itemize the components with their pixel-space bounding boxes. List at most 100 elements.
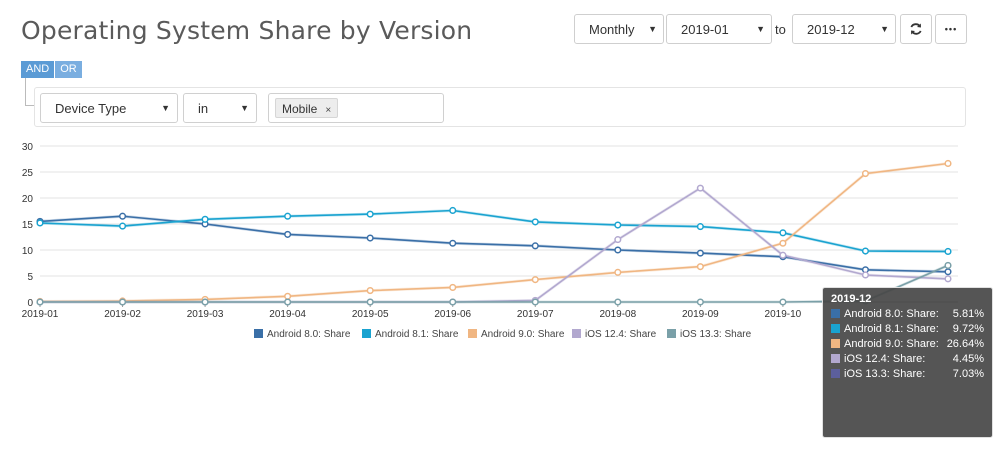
- data-point[interactable]: [118, 212, 127, 220]
- data-point[interactable]: [284, 212, 292, 220]
- data-point[interactable]: [779, 298, 787, 306]
- filter-field-select[interactable]: Device Type ▼: [40, 93, 178, 123]
- filter-field-value: Device Type: [55, 100, 127, 116]
- data-point[interactable]: [614, 221, 622, 229]
- data-point[interactable]: [366, 298, 374, 306]
- filter-value-tag-label: Mobile: [282, 102, 318, 116]
- series-points: [36, 159, 952, 306]
- series-line[interactable]: [40, 264, 949, 303]
- y-axis: 0 5 10 15 20 25 30: [22, 142, 34, 309]
- tooltip-row: Android 8.0: Share: 5.81%: [831, 308, 984, 321]
- data-point[interactable]: [944, 261, 952, 269]
- x-tick-label: 2019-07: [517, 309, 554, 320]
- data-point[interactable]: [779, 229, 787, 237]
- chart-legend: Android 8.0: Share Android 8.1: Share Andr…: [254, 329, 752, 340]
- legend-entry[interactable]: Android 8.0: Share: [267, 329, 351, 340]
- legend-entry[interactable]: iOS 13.3: Share: [680, 329, 752, 340]
- filter-operator-value: in: [198, 100, 209, 116]
- y-tick-label: 10: [22, 246, 34, 257]
- data-point[interactable]: [696, 298, 704, 306]
- tooltip-row: iOS 12.4: Share: 4.45%: [831, 353, 984, 366]
- data-point[interactable]: [779, 251, 787, 259]
- legend-entry[interactable]: Android 9.0: Share: [481, 329, 565, 340]
- data-point[interactable]: [944, 275, 952, 283]
- data-point[interactable]: [531, 218, 539, 226]
- data-point[interactable]: [696, 249, 704, 257]
- refresh-button[interactable]: [900, 14, 932, 44]
- data-point[interactable]: [449, 206, 457, 215]
- data-point[interactable]: [531, 242, 539, 250]
- data-point[interactable]: [944, 268, 952, 276]
- data-point[interactable]: [366, 287, 374, 295]
- logic-or-button[interactable]: OR: [55, 61, 82, 78]
- x-axis: 2019-01 2019-02 2019-03 2019-04 2019-05 2019-…: [22, 302, 802, 320]
- chevron-down-icon: ▼: [648, 24, 657, 34]
- data-point[interactable]: [696, 223, 704, 231]
- legend-swatch: [254, 329, 263, 338]
- y-tick-label: 20: [22, 194, 34, 205]
- series-line[interactable]: [39, 209, 949, 253]
- data-point[interactable]: [449, 298, 457, 306]
- data-point[interactable]: [944, 159, 952, 168]
- legend-entry[interactable]: Android 8.1: Share: [375, 329, 459, 340]
- chevron-down-icon: ▼: [161, 103, 170, 113]
- chart-grid: [40, 145, 958, 303]
- data-point[interactable]: [36, 298, 44, 306]
- tooltip-row: Android 8.1: Share: 9.72%: [831, 323, 984, 336]
- filter-operator-select[interactable]: in ▼: [183, 93, 257, 123]
- remove-tag-icon[interactable]: ×: [325, 105, 332, 116]
- data-point[interactable]: [118, 298, 127, 306]
- data-point[interactable]: [366, 210, 374, 218]
- data-point[interactable]: [118, 222, 127, 230]
- tooltip-row-label: iOS 12.4: Share:: [831, 353, 939, 366]
- filter-connector: [25, 78, 35, 106]
- data-point[interactable]: [614, 236, 622, 244]
- x-tick-label: 2019-03: [187, 309, 224, 320]
- data-point[interactable]: [696, 263, 704, 271]
- data-point[interactable]: [284, 230, 292, 238]
- chart-tooltip: 2019-12 Android 8.0: Share: 5.81% Android …: [822, 287, 993, 438]
- y-tick-label: 5: [27, 272, 33, 283]
- data-point[interactable]: [449, 239, 457, 247]
- logic-and-button[interactable]: AND: [21, 61, 55, 78]
- tooltip-row-label: Android 8.1: Share:: [831, 323, 939, 336]
- series-line[interactable]: [39, 162, 949, 303]
- data-point[interactable]: [779, 239, 787, 247]
- data-point[interactable]: [861, 170, 870, 178]
- series-line-halo: [39, 162, 949, 303]
- data-point[interactable]: [36, 219, 44, 227]
- data-point[interactable]: [614, 246, 622, 254]
- data-point[interactable]: [449, 283, 457, 291]
- data-point[interactable]: [531, 298, 539, 306]
- to-date-select[interactable]: 2019-12 ▼: [792, 14, 896, 44]
- legend-swatch: [362, 329, 371, 338]
- legend-entry[interactable]: iOS 12.4: Share: [585, 329, 657, 340]
- x-tick-label: 2019-02: [104, 309, 141, 320]
- data-point[interactable]: [944, 247, 952, 256]
- data-point[interactable]: [614, 268, 622, 276]
- refresh-icon: [910, 23, 922, 35]
- filter-values-input[interactable]: Mobile ×: [268, 93, 444, 123]
- tooltip-row-label: Android 8.0: Share:: [831, 308, 939, 321]
- data-point[interactable]: [284, 298, 292, 306]
- data-point[interactable]: [284, 292, 292, 300]
- data-point[interactable]: [201, 298, 209, 306]
- x-tick-label: 2019-01: [22, 309, 59, 320]
- data-point[interactable]: [366, 234, 374, 242]
- data-point[interactable]: [861, 271, 870, 279]
- from-date-select[interactable]: 2019-01 ▼: [666, 14, 772, 44]
- tooltip-title: 2019-12: [831, 293, 872, 305]
- data-point[interactable]: [696, 184, 704, 192]
- tooltip-swatch: [831, 324, 840, 333]
- tooltip-row-value: 7.03%: [952, 368, 984, 380]
- period-select[interactable]: Monthly ▼: [574, 14, 664, 44]
- tooltip-row: Android 9.0: Share: 26.64%: [831, 338, 984, 351]
- more-button[interactable]: •••: [935, 14, 967, 44]
- data-point[interactable]: [531, 276, 539, 284]
- data-point[interactable]: [614, 298, 622, 306]
- tooltip-row: iOS 13.3: Share: 7.03%: [831, 368, 984, 381]
- data-point[interactable]: [201, 215, 209, 223]
- data-point[interactable]: [861, 247, 870, 255]
- chevron-down-icon: ▼: [880, 24, 889, 34]
- x-tick-label: 2019-06: [434, 309, 471, 320]
